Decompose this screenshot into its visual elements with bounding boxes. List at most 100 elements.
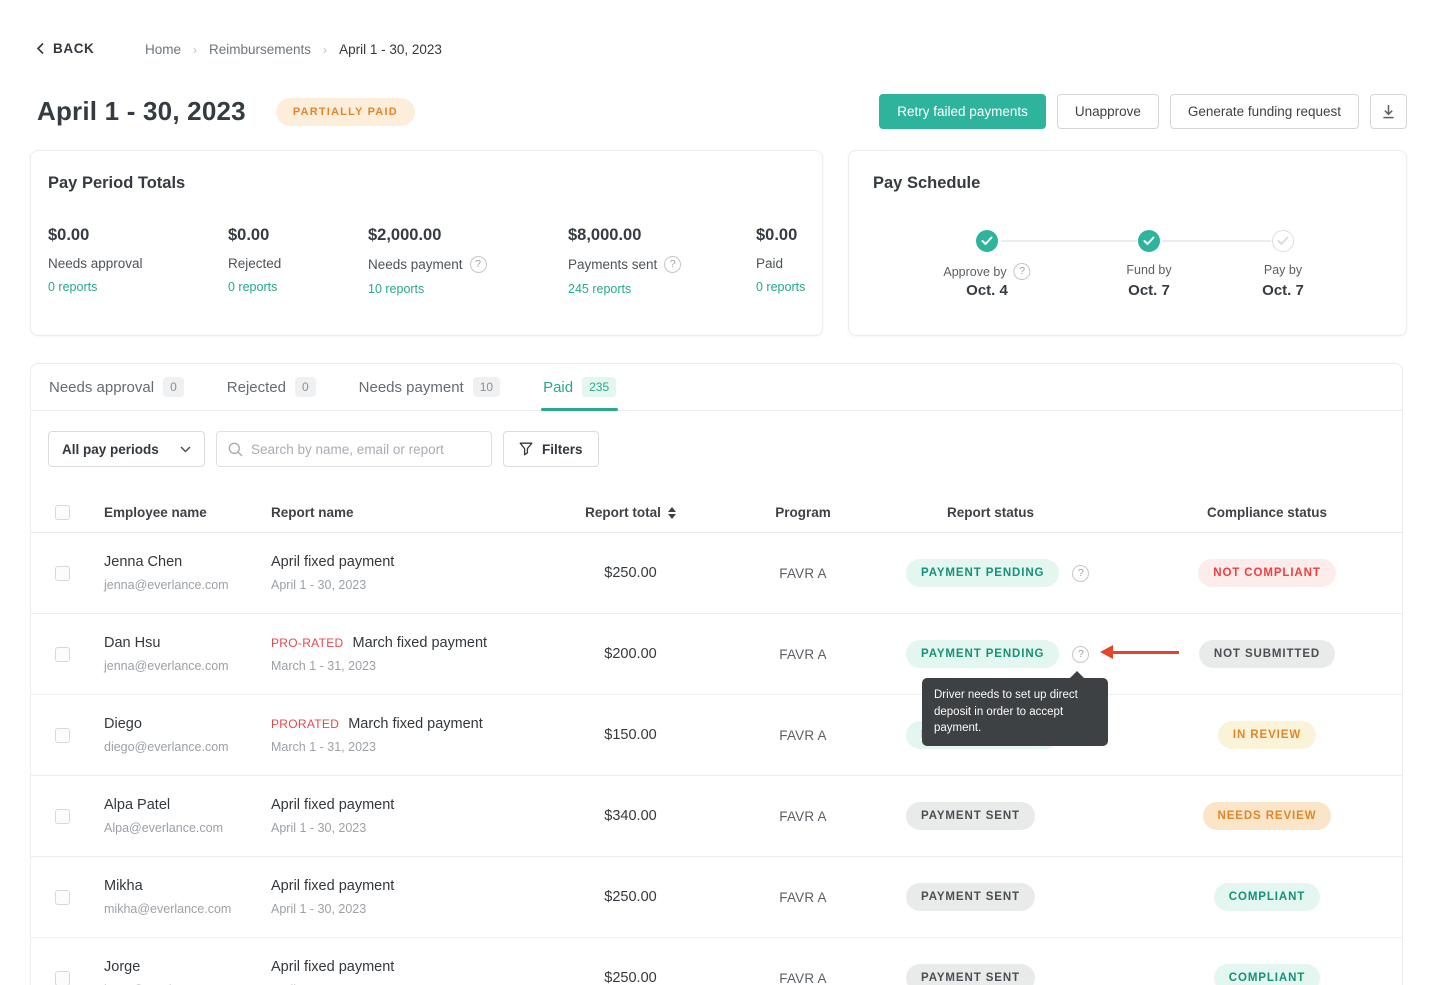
pay-period-select[interactable]: All pay periods xyxy=(48,431,205,467)
tab-label: Needs payment xyxy=(358,378,464,396)
filters-label: Filters xyxy=(542,441,583,457)
tab-count-badge: 10 xyxy=(472,377,501,397)
report-tabs: Needs approval 0 Rejected 0 Needs paymen… xyxy=(31,364,1402,411)
prorated-tag: PRORATED xyxy=(271,717,340,731)
tab-rejected[interactable]: Rejected 0 xyxy=(227,364,316,410)
row-checkbox[interactable] xyxy=(54,646,70,662)
table-row[interactable]: Diego diego@everlance.com PRORATED March… xyxy=(31,695,1402,776)
stat-amount: $2,000.00 xyxy=(368,226,442,244)
select-all-checkbox[interactable] xyxy=(54,505,70,520)
help-icon[interactable]: ? xyxy=(1072,645,1090,663)
stat-reports-link[interactable]: 10 reports xyxy=(368,282,425,296)
pay-schedule-title: Pay Schedule xyxy=(873,174,981,192)
step-label: Approve by xyxy=(943,264,1007,279)
tab-needs-approval[interactable]: Needs approval 0 xyxy=(49,364,184,410)
help-icon[interactable]: ? xyxy=(1072,564,1090,582)
step-fund-by: Fund by xyxy=(1126,263,1171,277)
filter-row: All pay periods Filters xyxy=(48,431,1402,467)
generate-funding-request-button[interactable]: Generate funding request xyxy=(1169,94,1359,129)
header-report-status: Report status xyxy=(946,505,1034,520)
report-dates: April 1 - 30, 2023 xyxy=(271,902,367,916)
step-upcoming-check-icon xyxy=(1272,230,1294,252)
step-connector xyxy=(1162,240,1271,242)
step-approve-by: Approve by ? xyxy=(943,263,1031,280)
report-name: April fixed payment xyxy=(271,554,395,570)
row-checkbox[interactable] xyxy=(54,889,70,905)
annotation-arrow-head xyxy=(1100,645,1113,659)
tab-label: Needs approval xyxy=(49,378,155,396)
report-name: April fixed payment xyxy=(271,959,395,975)
table-row[interactable]: Dan Hsu jenna@everlance.com PRO-RATED Ma… xyxy=(31,614,1402,695)
header-report-total: Report total xyxy=(585,505,661,520)
stat-reports-link[interactable]: 0 reports xyxy=(48,280,98,294)
tab-needs-payment[interactable]: Needs payment 10 xyxy=(358,364,501,410)
help-icon[interactable]: ? xyxy=(1013,263,1031,280)
report-total: $200.00 xyxy=(604,646,657,662)
reports-table-card: Needs approval 0 Rejected 0 Needs paymen… xyxy=(30,363,1403,985)
stat-label: Needs payment xyxy=(368,257,463,272)
header-employee-name: Employee name xyxy=(104,505,207,520)
table-row[interactable]: Jorge jorge@everlance.com April fixed pa… xyxy=(31,938,1402,985)
employee-email: jorge@everlance.com xyxy=(104,983,268,985)
report-total: $250.00 xyxy=(604,970,657,985)
breadcrumb-separator: › xyxy=(323,42,328,57)
stat-reports-link[interactable]: 0 reports xyxy=(228,280,278,294)
chevron-left-icon xyxy=(36,42,45,55)
search-input[interactable] xyxy=(251,441,480,457)
report-dates: April 1 - 30, 2023 xyxy=(271,983,558,985)
report-total: $250.00 xyxy=(604,565,657,581)
breadcrumb: Home › Reimbursements › April 1 - 30, 20… xyxy=(145,42,442,57)
compliance-status-badge: NEEDS REVIEW xyxy=(1202,802,1332,830)
stat-label: Needs approval xyxy=(48,256,143,271)
table-row[interactable]: Mikha mikha@everlance.com April fixed pa… xyxy=(31,857,1402,938)
report-status-badge: PAYMENT SENT xyxy=(906,883,1035,911)
unapprove-button[interactable]: Unapprove xyxy=(1056,94,1159,129)
table-row[interactable]: Alpa Patel Alpa@everlance.com April fixe… xyxy=(31,776,1402,857)
retry-failed-payments-button[interactable]: Retry failed payments xyxy=(879,94,1046,129)
tab-paid[interactable]: Paid 235 xyxy=(541,364,619,411)
tab-count-badge: 0 xyxy=(294,377,316,397)
employee-name: Mikha xyxy=(104,878,143,894)
employee-email: jenna@everlance.com xyxy=(104,659,229,673)
employee-name: Jorge xyxy=(104,959,141,975)
stat-amount: $0.00 xyxy=(48,226,90,244)
employee-email: jenna@everlance.com xyxy=(104,578,229,592)
step-complete-check-icon xyxy=(1138,230,1160,252)
page-title: April 1 - 30, 2023 xyxy=(37,96,246,126)
download-button[interactable] xyxy=(1370,94,1407,129)
compliance-status-badge: NOT SUBMITTED xyxy=(1198,640,1336,668)
pay-period-totals-card: Pay Period Totals $0.00 Needs approval 0… xyxy=(30,150,823,336)
help-icon[interactable]: ? xyxy=(664,256,682,273)
report-name: April fixed payment xyxy=(271,878,395,894)
stat-paid: $0.00 Paid 0 reports xyxy=(756,226,805,294)
breadcrumb-reimbursements[interactable]: Reimbursements xyxy=(209,42,312,57)
stat-label: Payments sent xyxy=(568,257,658,272)
row-checkbox[interactable] xyxy=(54,727,70,743)
row-checkbox[interactable] xyxy=(54,970,70,985)
row-checkbox[interactable] xyxy=(54,565,70,581)
step-label: Fund by xyxy=(1126,263,1172,277)
header-report-total-sort[interactable]: Report total xyxy=(558,505,703,520)
pay-schedule-card: Pay Schedule Approve by ? Fund by Pay by… xyxy=(848,150,1407,336)
stat-reports-link[interactable]: 0 reports xyxy=(756,280,806,294)
help-icon[interactable]: ? xyxy=(469,256,487,273)
table-row[interactable]: Jenna Chen jenna@everlance.com April fix… xyxy=(31,533,1402,614)
report-dates: April 1 - 30, 2023 xyxy=(271,821,367,835)
filters-button[interactable]: Filters xyxy=(503,431,599,467)
program: FAVR A xyxy=(779,889,827,905)
report-status-badge: PAYMENT SENT xyxy=(906,964,1035,985)
stat-payments-sent: $8,000.00 Payments sent ? 245 reports xyxy=(568,226,682,296)
employee-email: mikha@everlance.com xyxy=(104,902,232,916)
step-pay-by: Pay by xyxy=(1264,263,1302,277)
back-button[interactable]: BACK xyxy=(36,41,94,56)
employee-name: Jenna Chen xyxy=(104,554,183,570)
table-header: Employee name Report name Report total P… xyxy=(31,493,1402,533)
stat-reports-link[interactable]: 245 reports xyxy=(568,282,632,296)
search-box[interactable] xyxy=(216,431,492,467)
row-checkbox[interactable] xyxy=(54,808,70,824)
breadcrumb-home[interactable]: Home xyxy=(145,42,182,57)
header-report-name: Report name xyxy=(271,505,354,520)
tab-count-badge: 235 xyxy=(582,377,617,397)
header-program: Program xyxy=(775,505,831,520)
employee-email: Alpa@everlance.com xyxy=(104,821,223,835)
